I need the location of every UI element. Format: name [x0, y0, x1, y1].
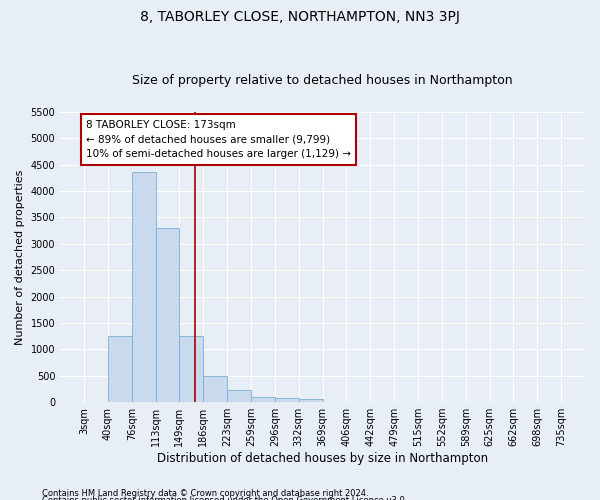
Bar [299, 400, 323, 402]
Text: 8, TABORLEY CLOSE, NORTHAMPTON, NN3 3PJ: 8, TABORLEY CLOSE, NORTHAMPTON, NN3 3PJ [140, 10, 460, 24]
Bar [132, 172, 155, 402]
Bar [155, 228, 179, 402]
Y-axis label: Number of detached properties: Number of detached properties [15, 169, 25, 344]
Bar [203, 376, 227, 402]
Text: 8 TABORLEY CLOSE: 173sqm
← 89% of detached houses are smaller (9,799)
10% of sem: 8 TABORLEY CLOSE: 173sqm ← 89% of detach… [86, 120, 351, 160]
Title: Size of property relative to detached houses in Northampton: Size of property relative to detached ho… [132, 74, 513, 87]
Bar [275, 398, 299, 402]
Text: Contains public sector information licensed under the Open Government Licence v3: Contains public sector information licen… [42, 496, 407, 500]
Bar [227, 390, 251, 402]
Text: Contains HM Land Registry data © Crown copyright and database right 2024.: Contains HM Land Registry data © Crown c… [42, 488, 368, 498]
Bar [108, 336, 132, 402]
Bar [251, 397, 275, 402]
X-axis label: Distribution of detached houses by size in Northampton: Distribution of detached houses by size … [157, 452, 488, 465]
Bar [179, 336, 203, 402]
